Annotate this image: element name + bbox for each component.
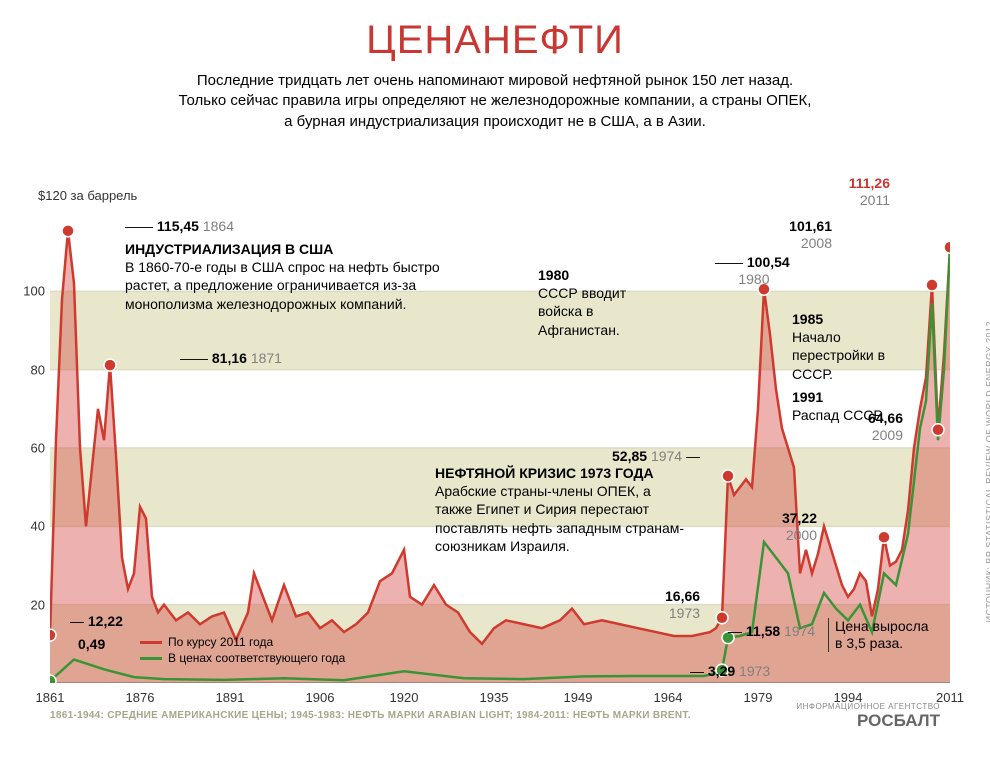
callout-1974r: 52,85 1974 —: [612, 448, 700, 465]
text-usa: ИНДУСТРИАЛИЗАЦИЯ В США В 1860-70-е годы …: [125, 240, 445, 313]
callout-2011: 111,262011: [849, 175, 890, 209]
text-1991: 1991 Распад СССР.: [792, 388, 892, 424]
callout-2008: 101,612008: [789, 218, 832, 252]
callout-1973g: — 3,29 1973: [690, 663, 770, 680]
text-1985: 1985 Начало перестройки в СССР.: [792, 310, 907, 383]
callout-1864: —— 115,45 1864: [125, 218, 234, 235]
callout-2000: 37,222000: [782, 510, 817, 544]
callout-1974g: — 11,58 1974: [728, 623, 815, 640]
callout-growth: Цена выросла в 3,5 раза.: [828, 618, 938, 652]
callout-1861-red: — 12,22: [70, 613, 123, 630]
callout-1980: —— 100,54 1980: [715, 254, 790, 288]
brand-logo: ИНФОРМАЦИОННОЕ АГЕНТСТВО РОСБАЛТ: [796, 702, 940, 731]
callout-1861-green: 0,49: [78, 636, 105, 653]
callout-1973r: 16,661973: [665, 588, 700, 622]
source-label: ИСТОЧНИК: BP STATISTICAL REVIEW OF WORLD…: [984, 318, 990, 622]
legend: По курсу 2011 года В ценах соответствующ…: [140, 635, 345, 666]
text-1980: 1980 СССР вводит войска в Афганистан.: [538, 266, 653, 339]
y-axis-unit: $120 за баррель: [38, 188, 137, 203]
subtitle: Последние тридцать лет очень напоминают …: [175, 71, 815, 132]
footnote: 1861-1944: СРЕДНИЕ АМЕРИКАНСКИЕ ЦЕНЫ; 19…: [50, 710, 691, 721]
page-title: ЦЕНАНЕФТИ: [0, 18, 990, 63]
text-crisis: НЕФТЯНОЙ КРИЗИС 1973 ГОДА Арабские стран…: [435, 464, 685, 555]
callout-1871: —— 81,16 1871: [180, 350, 282, 367]
